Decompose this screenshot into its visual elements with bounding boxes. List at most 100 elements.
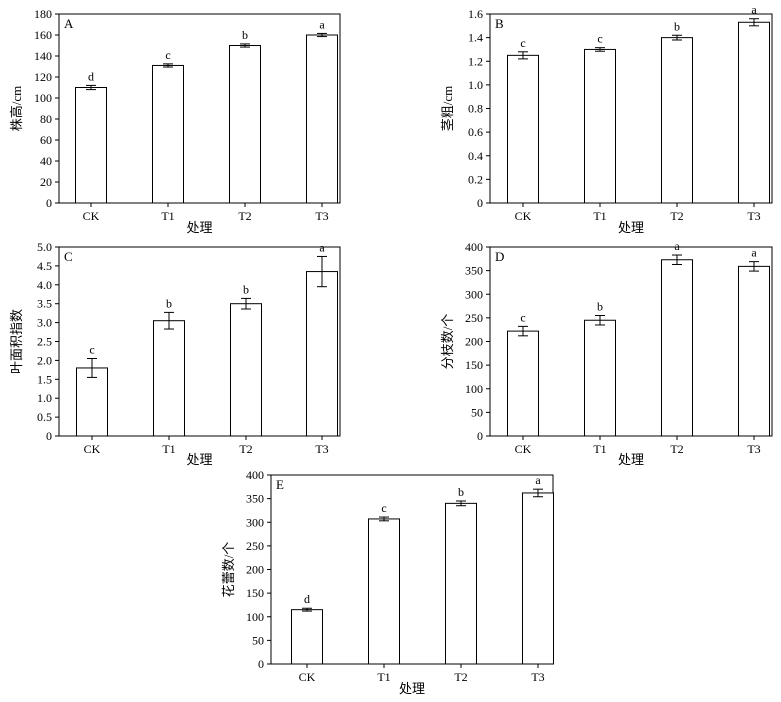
panel-d-ytick-label: 100 [465, 382, 483, 396]
panel-e-label: E [276, 477, 284, 492]
panel-b-ytick-label: 1.6 [468, 7, 483, 21]
panel-b-chart: 0 0.2 0.4 0.6 0.8 1.0 1.2 1.4 1.6 Bc CK c T1 b T2 a T3 处理… [440, 3, 773, 235]
panel-e-significance-letter: c [381, 501, 386, 515]
panel-a-xlabel: 处理 [186, 220, 212, 235]
panel-a-xtick-label: T3 [315, 209, 328, 223]
panel-c-ylabel: 叶面积指数 [9, 309, 24, 374]
panel-c-ytick-label: 2.0 [37, 353, 52, 367]
panel-e-xlabel: 处理 [399, 681, 425, 696]
panel-c-xtick-label: T2 [239, 442, 252, 456]
panel-d-significance-letter: a [674, 239, 680, 253]
panel-d-ytick-label: 50 [471, 405, 483, 419]
panel-a-xtick-label: CK [83, 209, 100, 223]
panel-b-ytick-label: 1.4 [468, 31, 483, 45]
panel-d-significance-letter: c [520, 310, 525, 324]
panel-a-ytick-label: 140 [34, 49, 52, 63]
panel-e-ytick-label: 50 [252, 633, 264, 647]
panel-c-ytick-label: 4.0 [37, 278, 52, 292]
panel-a-bar-t3 [306, 34, 338, 204]
panel-e-xtick-label: CK [299, 670, 316, 684]
panel-b-xtick-label: CK [515, 209, 532, 223]
panel-b-label: B [495, 16, 504, 31]
panel-c-ytick-label: 4.5 [37, 259, 52, 273]
panel-c-chart: 0 0.5 1.0 1.5 2.0 2.5 3.0 3.5 4.0 4.5 5.0 Cc CK b T1 b T… [9, 240, 341, 467]
panel-d-ytick-label: 150 [465, 358, 483, 372]
panel-b-xlabel: 处理 [618, 220, 644, 235]
panel-d-xlabel: 处理 [618, 452, 644, 467]
panel-e-ytick-label: 250 [246, 539, 264, 553]
panel-e-significance-letter: d [304, 592, 310, 606]
panel-e-ytick-label: 400 [246, 468, 264, 482]
panel-a-bar-t2 [229, 45, 261, 204]
panel-b-bar-ck [507, 54, 539, 204]
panel-d-xtick-label: T3 [747, 442, 760, 456]
panel-a-ytick-label: 40 [40, 154, 52, 168]
panel-a-xtick-label: T1 [161, 209, 174, 223]
panel-c-xtick-label: CK [84, 442, 101, 456]
panel-b-significance-letter: c [520, 36, 525, 50]
panel-a-chart: 0 20 40 60 80 100 120 140 160 180 Ad CK c T1 b T2 a T3 处理 株… [9, 7, 341, 235]
panel-c-ytick-label: 3.5 [37, 297, 52, 311]
panel-e-ylabel: 花蕾数/个 [221, 542, 236, 598]
panel-c-bar-t3 [306, 271, 338, 437]
panel-c-ytick-label: 2.5 [37, 335, 52, 349]
panel-a-ylabel: 株高/cm [9, 86, 24, 132]
panel-b-xtick-label: T3 [747, 209, 760, 223]
panel-d-significance-letter: b [597, 300, 603, 314]
panel-e-significance-letter: b [458, 485, 464, 499]
panel-e-significance-letter: a [535, 473, 541, 487]
panel-b-significance-letter: a [751, 3, 757, 17]
panel-c-label: C [64, 249, 73, 264]
panel-b-ytick-label: 1.0 [468, 78, 483, 92]
panel-b-ytick-label: 1.2 [468, 54, 483, 68]
panel-e-bar-t2 [445, 502, 477, 665]
panel-a-significance-letter: d [88, 69, 94, 83]
panel-c-xtick-label: T1 [162, 442, 175, 456]
panel-c-bar-t2 [230, 303, 262, 437]
panel-d-xtick-label: T1 [593, 442, 606, 456]
panel-a-label: A [64, 16, 74, 31]
panel-c-bar-ck [76, 367, 108, 437]
panel-b-xtick-label: T2 [670, 209, 683, 223]
panel-e-bar-ck [291, 609, 323, 665]
panel-a-bar-ck [75, 87, 107, 204]
panel-e-ytick-label: 300 [246, 515, 264, 529]
panel-b-ytick-label: 0.6 [468, 125, 483, 139]
panel-a-significance-letter: c [165, 48, 170, 62]
panel-e-chart: 0 50 100 150 200 250 300 350 400 Ed CK c T1 b T2 a T3 处理 花… [221, 468, 554, 696]
panel-c-significance-letter: b [243, 282, 249, 296]
panel-b-bar-t3 [738, 21, 770, 204]
panel-c-ytick-label: 0.5 [37, 410, 52, 424]
panel-d-xtick-label: CK [515, 442, 532, 456]
panel-e-xtick-label: T2 [454, 670, 467, 684]
panel-d-ytick-label: 400 [465, 240, 483, 254]
panel-d-ylabel: 分枝数/个 [440, 314, 455, 370]
panel-c-xlabel: 处理 [186, 452, 212, 467]
panel-d-label: D [495, 249, 504, 264]
panel-e-ytick-label: 0 [258, 657, 264, 671]
panel-c-ytick-label: 1.5 [37, 372, 52, 386]
panel-d-ytick-label: 200 [465, 335, 483, 349]
panel-a-ytick-label: 0 [46, 196, 52, 210]
panel-c-bar-t1 [153, 320, 185, 437]
panel-e-xtick-label: T1 [377, 670, 390, 684]
panel-e-bar-t1 [368, 518, 400, 665]
panel-c-ytick-label: 3.0 [37, 316, 52, 330]
panel-d-bar-ck [507, 330, 539, 437]
panel-d-bar-t1 [584, 319, 616, 437]
panel-b-ytick-label: 0.8 [468, 102, 483, 116]
panel-a-ytick-label: 20 [40, 175, 52, 189]
panel-e-ytick-label: 150 [246, 586, 264, 600]
panel-d-ytick-label: 250 [465, 311, 483, 325]
panel-b-significance-letter: b [674, 19, 680, 33]
panel-d-xtick-label: T2 [670, 442, 683, 456]
panel-b-bar-t1 [584, 48, 616, 204]
panel-c-ytick-label: 0 [46, 429, 52, 443]
panel-c-significance-letter: a [319, 240, 325, 254]
panel-c-xtick-label: T3 [315, 442, 328, 456]
panel-a-bar-t1 [152, 64, 184, 204]
panel-e-ytick-label: 200 [246, 563, 264, 577]
panel-b-ytick-label: 0.2 [468, 172, 483, 186]
panel-b-ylabel: 茎粗/cm [440, 86, 455, 132]
